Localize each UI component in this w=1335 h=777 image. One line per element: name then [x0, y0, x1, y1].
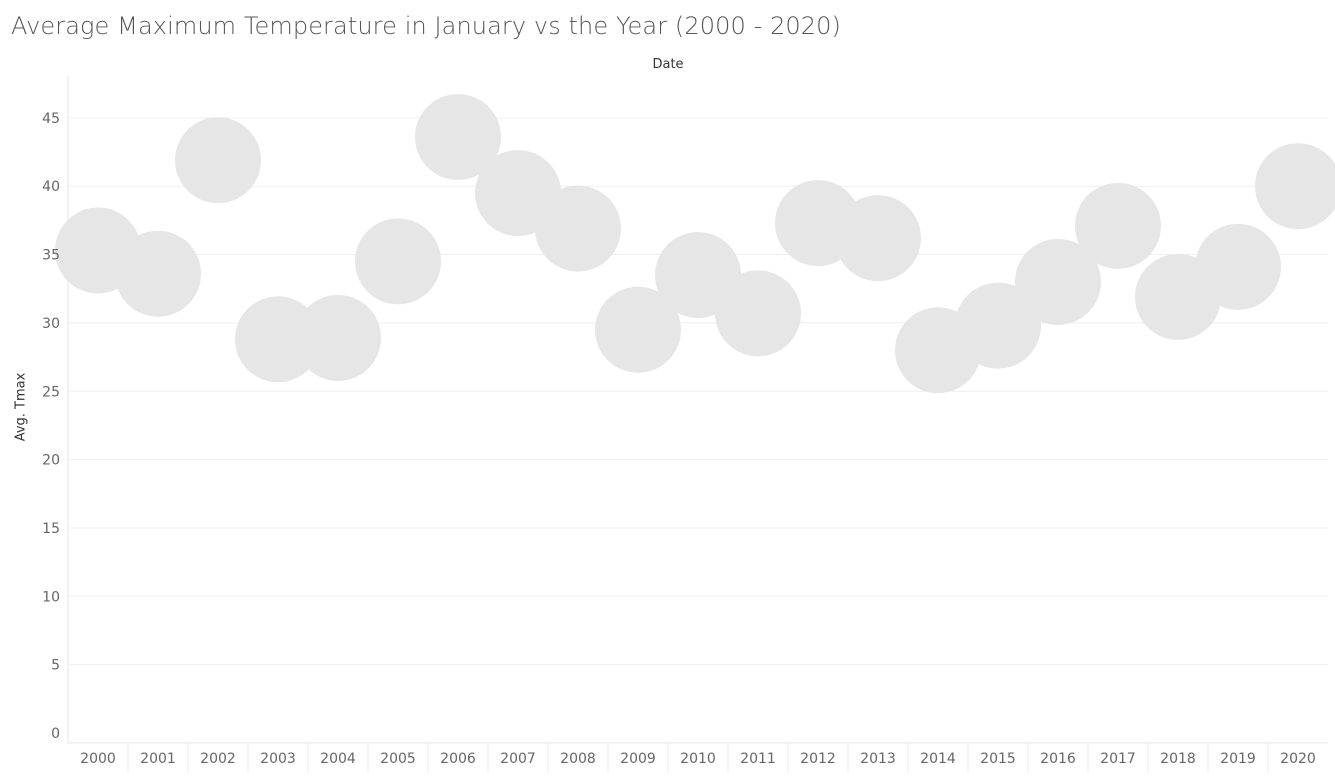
x-tick-label: 2012	[800, 751, 836, 767]
x-tick-label: 2018	[1160, 751, 1196, 767]
data-points	[55, 93, 1335, 394]
x-tick-label: 2005	[380, 751, 416, 767]
grid-lines	[67, 76, 1328, 773]
data-point-2003	[235, 296, 321, 383]
data-point-2016	[1015, 238, 1101, 325]
x-tick-label: 2019	[1220, 751, 1256, 767]
x-axis-label: Date	[652, 57, 684, 72]
x-tick-label: 2006	[440, 751, 476, 767]
data-point-2020	[1255, 143, 1335, 230]
x-tick-label: 2013	[860, 751, 896, 767]
y-tick-label: 0	[51, 726, 60, 742]
y-tick-label: 20	[42, 453, 60, 469]
data-point-2017	[1075, 182, 1161, 269]
y-tick-labels: 0 5 10 15 20 25 30 35 40 45	[42, 111, 60, 742]
x-tick-label: 2008	[560, 751, 596, 767]
y-tick-label: 15	[42, 521, 60, 537]
x-tick-label: 2014	[920, 751, 956, 767]
data-point-2006	[415, 93, 501, 180]
data-point-2009	[595, 286, 681, 373]
x-tick-label: 2007	[500, 751, 536, 767]
x-tick-label: 2020	[1280, 751, 1316, 767]
x-tick-label: 2002	[200, 751, 236, 767]
data-point-2013	[835, 195, 921, 282]
y-tick-label: 40	[42, 179, 60, 195]
data-point-2015	[955, 282, 1041, 369]
data-point-2002	[175, 117, 261, 204]
data-point-2004	[295, 294, 381, 381]
y-tick-label: 35	[42, 248, 60, 264]
x-tick-label: 2016	[1040, 751, 1076, 767]
x-tick-label: 2011	[740, 751, 776, 767]
x-tick-label: 2000	[80, 751, 116, 767]
x-tick-label: 2001	[140, 751, 176, 767]
y-tick-label: 45	[42, 111, 60, 127]
x-tick-label: 2017	[1100, 751, 1136, 767]
data-point-2008	[535, 185, 621, 272]
y-tick-label: 5	[51, 658, 60, 674]
y-tick-label: 30	[42, 316, 60, 332]
x-tick-label: 2004	[320, 751, 356, 767]
data-point-2011	[715, 270, 801, 357]
data-point-2005	[355, 218, 441, 305]
y-tick-label: 25	[42, 384, 60, 400]
data-point-2019	[1195, 223, 1281, 310]
chart-title: Average Maximum Temperature in January v…	[11, 12, 842, 40]
x-tick-label: 2009	[620, 751, 656, 767]
data-point-2001	[115, 230, 201, 317]
x-tick-label: 2010	[680, 751, 716, 767]
x-tick-label: 2015	[980, 751, 1016, 767]
x-tick-label: 2003	[260, 751, 296, 767]
x-tick-labels: 2000 2001 2002 2003 2004 2005 2006 2007 2008 2009…	[80, 751, 1316, 767]
y-tick-label: 10	[42, 589, 60, 605]
